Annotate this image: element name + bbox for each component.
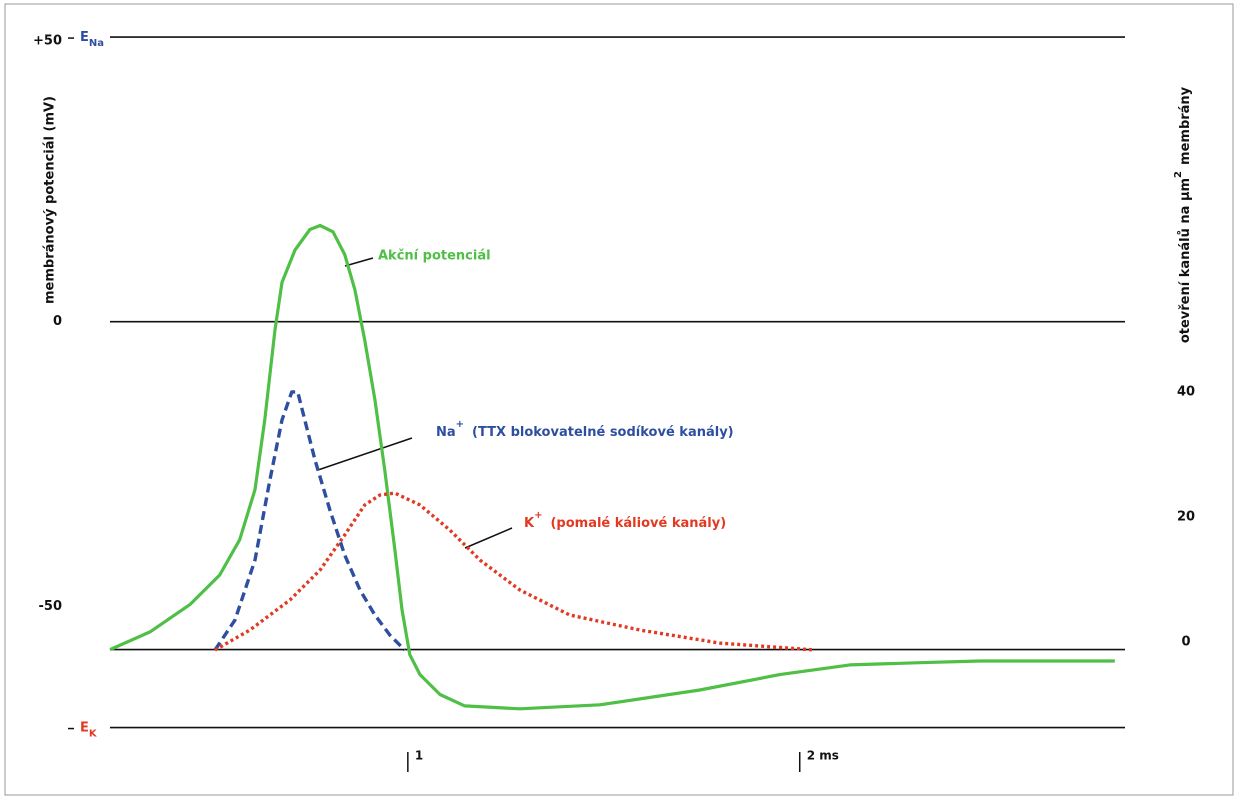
- x-tick-label: 1: [415, 749, 423, 763]
- leader: [344, 257, 374, 267]
- series-label: K+ (pomalé káliové kanály): [524, 510, 726, 531]
- series-label: Na+ (TTX blokovatelné sodíkové kanály): [436, 419, 734, 440]
- channel-label: (pomalé káliové kanály): [550, 516, 726, 531]
- y2-title-part: membrány: [1178, 86, 1193, 165]
- potential-sub: Na: [89, 38, 104, 49]
- potential-label: ENa: [80, 30, 104, 50]
- x-tick-label: 2 ms: [807, 749, 839, 763]
- potential-label: EK: [80, 720, 98, 740]
- leader: [464, 527, 513, 549]
- y2-axis-title: otevření kanálů na μm2 membrány: [1173, 86, 1193, 343]
- y-axis-title: membránový potenciál (mV): [43, 96, 58, 304]
- series-label: Akční potenciál: [378, 249, 491, 264]
- potential-sub: K: [89, 729, 98, 740]
- frame: [4, 3, 1234, 796]
- potential-symbol: E: [80, 30, 89, 45]
- series-line: [109, 223, 1115, 711]
- y2-title-sup: 2: [1173, 171, 1184, 178]
- channel-label: (TTX blokovatelné sodíkové kanály): [472, 425, 734, 440]
- series-line: [214, 491, 815, 652]
- series-line: [213, 390, 406, 652]
- leader: [317, 437, 413, 471]
- y2-tick-label: 0: [1181, 635, 1190, 650]
- y2-tick-label: 20: [1177, 510, 1195, 525]
- y-tick-label: -50: [39, 599, 63, 614]
- ion-charge: +: [534, 510, 542, 521]
- y2-tick-label: 40: [1177, 385, 1195, 400]
- y2-title-part: otevření kanálů na μm: [1178, 178, 1193, 343]
- potential-symbol: E: [80, 720, 89, 735]
- y-tick-label: +50: [33, 34, 62, 49]
- ion: K: [524, 516, 535, 531]
- ion-charge: +: [456, 419, 464, 430]
- y-tick-label: 0: [53, 314, 62, 329]
- ion: Na: [436, 425, 456, 440]
